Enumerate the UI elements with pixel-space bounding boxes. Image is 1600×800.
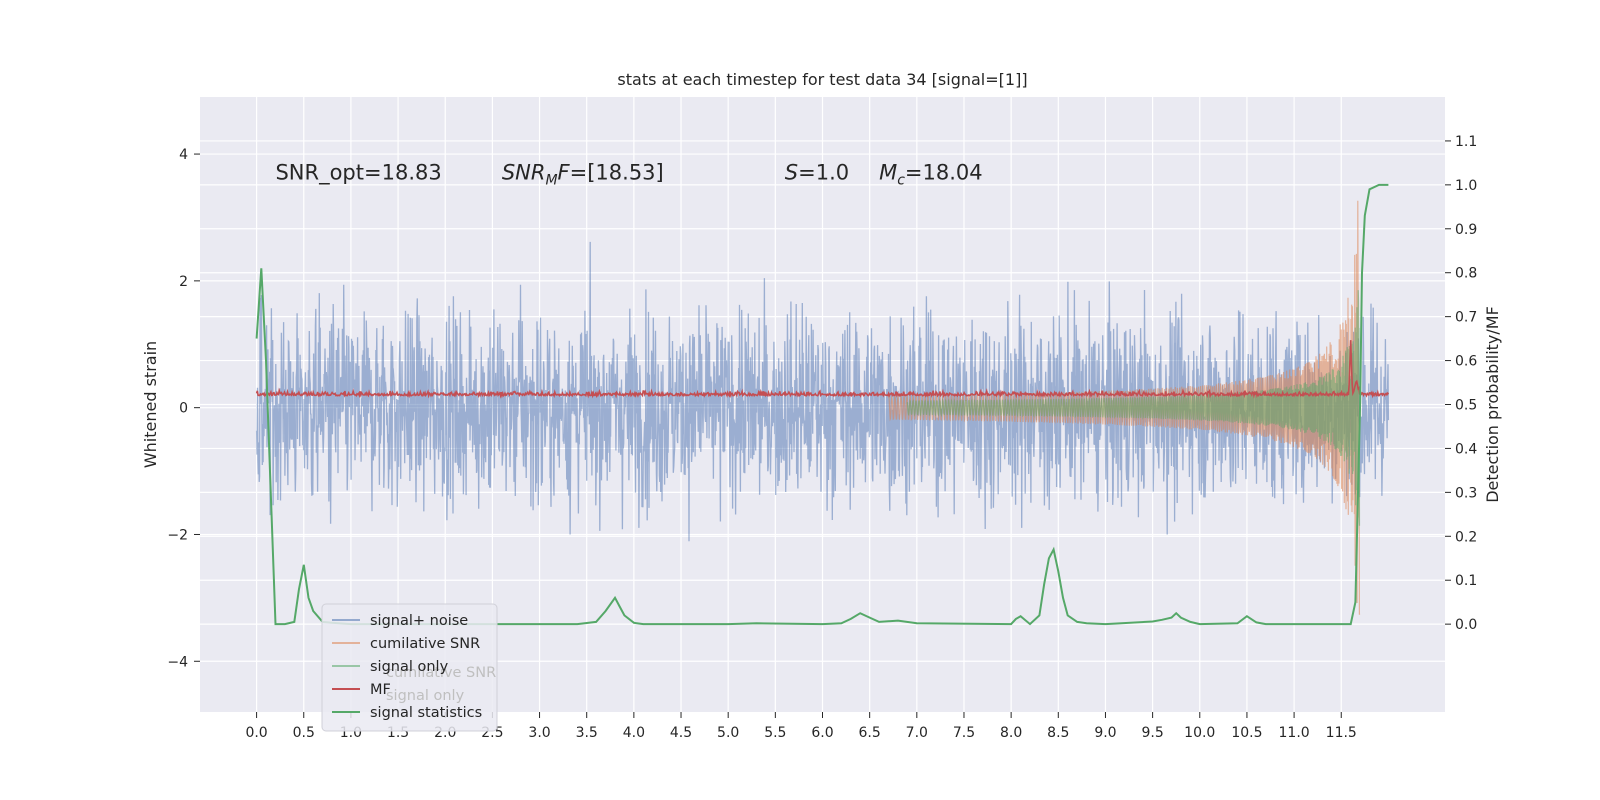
x-tick-label-18: 9.0 xyxy=(1094,725,1116,741)
y-left-axis-ticks: 4 2 0 −2 −4 xyxy=(167,147,200,670)
x-tick-label-0: 0.0 xyxy=(245,725,267,741)
annotation-snr-mf: SNRMF=[18.53] xyxy=(502,160,664,188)
y-right-tick-label-3: 0.8 xyxy=(1455,266,1477,282)
annotation-snr-mf-subscript: M xyxy=(545,172,557,188)
y-right-tick-label-9: 0.2 xyxy=(1455,529,1477,545)
x-tick-label-7: 3.5 xyxy=(576,725,598,741)
x-tick-label-22: 11.0 xyxy=(1279,725,1310,741)
legend-ghost-label-0: cumilative SNR xyxy=(386,665,496,681)
legend-label-4: signal statistics xyxy=(370,705,482,721)
y-left-tick-label-4: −4 xyxy=(167,654,188,670)
legend-box xyxy=(321,603,498,732)
chart-title: stats at each timestep for test data 34 … xyxy=(617,70,1027,89)
x-tick-label-6: 3.0 xyxy=(528,725,550,741)
annotation-mc-subscript: c xyxy=(897,172,905,188)
x-tick-label-1: 0.5 xyxy=(293,725,315,741)
y-left-tick-label-1: 2 xyxy=(179,274,188,290)
y-axis-right-label: Detection probability/MF xyxy=(1483,306,1502,503)
annotation-snr-mf-label: SNR xyxy=(502,160,546,184)
y-right-tick-label-7: 0.4 xyxy=(1455,441,1477,457)
x-tick-label-13: 6.5 xyxy=(859,725,881,741)
y-left-tick-label-0: 4 xyxy=(179,147,188,163)
series-mf xyxy=(255,340,1390,399)
x-tick-label-8: 4.0 xyxy=(623,725,645,741)
annotation-mc-label: M xyxy=(879,160,897,184)
x-tick-label-9: 4.5 xyxy=(670,725,692,741)
y-right-tick-label-10: 0.1 xyxy=(1455,573,1477,589)
annotation-s-label: S xyxy=(785,160,798,184)
x-tick-label-11: 5.5 xyxy=(764,725,786,741)
annotation-snr-mf-value: =[18.53] xyxy=(570,160,664,184)
annotations: SNR_opt=18.83 SNRMF=[18.53] S=1.0 Mc=18.… xyxy=(275,160,982,188)
y-right-tick-label-2: 0.9 xyxy=(1455,222,1477,238)
legend-label-2: signal only xyxy=(370,659,449,675)
y-axis-left-label: Whitened strain xyxy=(141,341,160,468)
y-right-tick-label-1: 1.0 xyxy=(1455,178,1477,194)
x-tick-label-15: 7.5 xyxy=(953,725,975,741)
annotation-mc-value: =18.04 xyxy=(905,160,983,184)
y-right-tick-label-5: 0.6 xyxy=(1455,354,1477,370)
annotation-s: S=1.0 xyxy=(785,160,849,184)
y-right-tick-label-6: 0.5 xyxy=(1455,398,1477,414)
y-right-axis-ticks: 1.1 1.0 0.9 0.8 0.7 0.6 0.5 0.4 0.3 0.2 0.1 0.0 xyxy=(1445,134,1477,633)
y-left-tick-label-2: 0 xyxy=(179,401,188,417)
y-right-tick-label-11: 0.0 xyxy=(1455,617,1477,633)
x-tick-label-10: 5.0 xyxy=(717,725,739,741)
x-tick-label-14: 7.0 xyxy=(906,725,928,741)
x-tick-label-12: 6.0 xyxy=(811,725,833,741)
annotation-snr-opt: SNR_opt=18.83 xyxy=(275,160,441,185)
x-tick-label-19: 9.5 xyxy=(1141,725,1163,741)
legend-label-3: MF xyxy=(370,682,391,698)
annotation-mc: Mc=18.04 xyxy=(879,160,983,188)
series-signal-only xyxy=(906,290,1361,526)
annotation-s-value: =1.0 xyxy=(798,160,849,184)
legend-ghost-label-1: signal only xyxy=(386,688,465,704)
x-tick-label-20: 10.0 xyxy=(1184,725,1215,741)
y-left-tick-label-3: −2 xyxy=(167,527,188,543)
y-right-tick-label-4: 0.7 xyxy=(1455,310,1477,326)
annotation-snr-mf-f: F xyxy=(558,160,571,184)
legend-label-0: signal+ noise xyxy=(370,613,468,629)
y-right-tick-label-0: 1.1 xyxy=(1455,134,1477,150)
x-axis-ticks: 0.0 0.5 1.0 1.5 2.0 2.5 3.0 3.5 4.0 4.5 5.0 5.5 6.0 6… xyxy=(245,712,1357,741)
legend-label-1: cumilative SNR xyxy=(370,636,480,652)
y-right-tick-label-8: 0.3 xyxy=(1455,485,1477,501)
x-tick-label-23: 11.5 xyxy=(1326,725,1357,741)
x-tick-label-21: 10.5 xyxy=(1231,725,1262,741)
x-tick-label-16: 8.0 xyxy=(1000,725,1022,741)
x-tick-label-17: 8.5 xyxy=(1047,725,1069,741)
